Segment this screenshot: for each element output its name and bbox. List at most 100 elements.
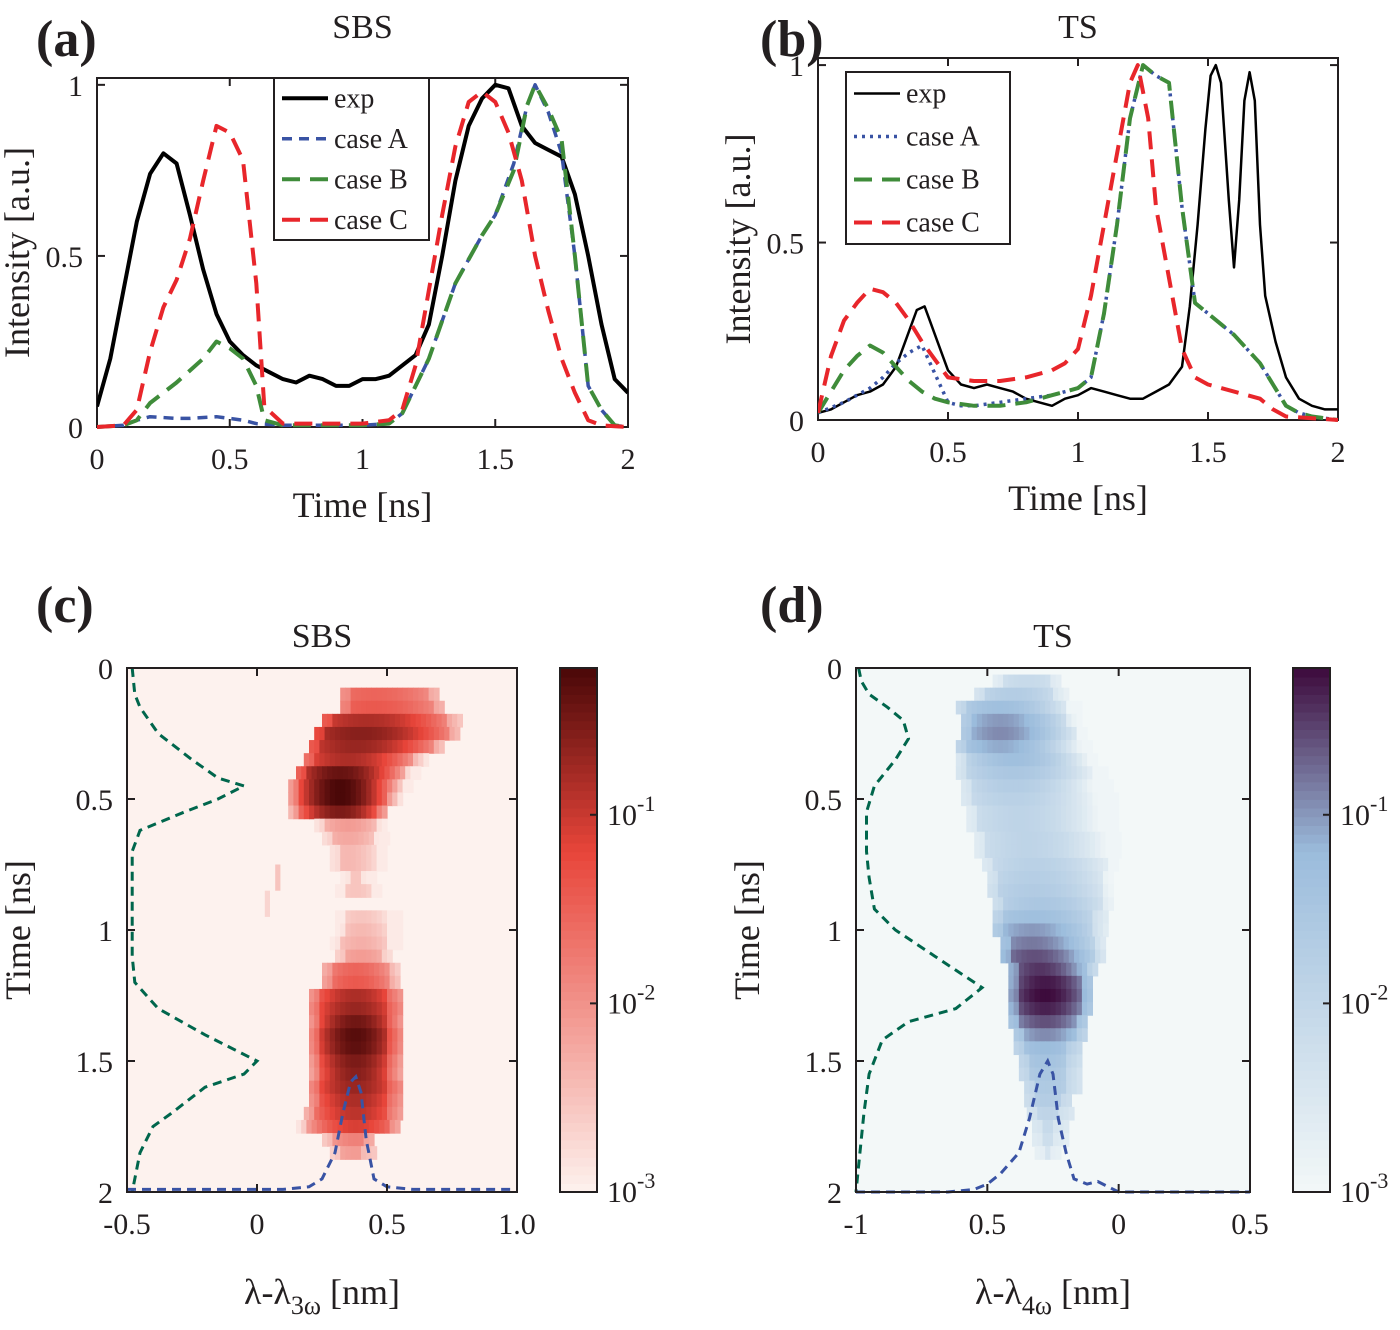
heatmap-cell [376,988,383,1003]
heatmap-cell [361,884,367,898]
heatmap-cell [345,1002,352,1016]
heatmap-cell [340,988,346,1003]
heatmap-cell [1060,700,1067,715]
heatmap-cell [324,779,331,794]
heatmap-cell [987,871,994,885]
heatmap-cell [337,1133,344,1147]
colorbar-swatch [1293,886,1330,896]
heatmap-cell [348,1133,354,1147]
heatmap-cell [976,805,983,820]
heatmap-cell [379,766,385,780]
heatmap-cell [371,792,378,807]
colorbar-tick-label: 10-3 [1340,1168,1388,1209]
series-line-case-b [97,82,628,429]
heatmap-cell [335,740,341,754]
heatmap-cell [1084,936,1091,951]
heatmap-cell [1063,844,1070,859]
y-tick-label: 0.5 [46,241,84,274]
heatmap-cell [1058,831,1065,846]
heatmap-cell [340,792,346,807]
heatmap-cell [392,1106,398,1121]
heatmap-cell [1039,923,1046,938]
heatmap-cell [1008,805,1015,820]
heatmap-cell [1031,831,1038,846]
heatmap-cell [1018,1002,1025,1016]
heatmap-cell [1066,1067,1072,1082]
heatmap-cell [1042,687,1049,702]
heatmap-cell [961,740,967,754]
heatmap-cell [387,988,393,1003]
colorbar-swatch [560,877,597,888]
heatmap-cell [345,988,352,1003]
heatmap-cell [1055,1093,1062,1108]
colorbar-swatch [1293,833,1330,844]
heatmap-cell [371,740,378,754]
heatmap-cell [387,1080,393,1095]
heatmap-cell [402,726,409,741]
heatmap-cell [322,975,328,990]
heatmap-cell [361,1080,367,1095]
heatmap-cell [392,1002,398,1016]
heatmap-cell [361,1015,367,1029]
heatmap-cell [324,1015,331,1029]
heatmap-cell [1018,988,1025,1003]
heatmap-cell [381,1041,388,1056]
heatmap-cell [374,713,380,728]
heatmap-cell [309,1067,315,1082]
heatmap-cell [1108,818,1115,833]
heatmap-cell [997,910,1004,925]
heatmap-cell [1039,1146,1046,1160]
heatmap-cell [997,857,1004,872]
heatmap-cell [1071,857,1078,872]
heatmap-cell [303,1106,310,1121]
heatmap-cell [1071,726,1078,741]
colorbar-swatch [560,860,597,870]
y-tick-label: 0 [789,405,804,438]
heatmap-cell [1045,740,1051,754]
heatmap-cell [329,792,336,807]
heatmap-cell [400,766,406,780]
heatmap-cell [1071,897,1078,911]
heatmap-cell [1092,857,1099,872]
heatmap-cell [389,962,396,977]
heatmap-cell [1013,779,1020,794]
heatmap-cell [423,753,430,767]
heatmap-cell [329,988,336,1003]
heatmap-cell [407,753,414,767]
heatmap-cell [397,1054,404,1069]
heatmap-cell [1081,726,1088,741]
heatmap-cell [1055,1028,1062,1042]
heatmap-cell [961,766,967,780]
heatmap-cell [329,1146,336,1160]
heatmap-cell [1031,1106,1038,1121]
heatmap-cell [1055,923,1062,938]
heatmap-cell [355,687,362,702]
heatmap-cell [1045,1002,1051,1016]
heatmap-cell [1108,884,1115,898]
heatmap-cell [361,805,367,820]
heatmap-cell [371,988,378,1003]
heatmap-cell [394,962,401,977]
heatmap-cell [1024,700,1030,715]
heatmap-cell [319,726,326,741]
colorbar-swatch [560,1026,597,1036]
colorbar-swatch [560,1061,597,1071]
heatmap-cell [976,753,983,767]
heatmap-cell [368,831,375,846]
heatmap-cell [371,1067,378,1082]
heatmap-cell [340,844,346,859]
heatmap-cell [1097,779,1104,794]
heatmap-cell [1045,818,1051,833]
heatmap-cell [363,1119,370,1134]
heatmap-cell [397,988,404,1003]
heatmap-cell [350,988,357,1003]
heatmap-cell [1039,962,1046,977]
colorbar-swatch [1293,1174,1330,1185]
heatmap-cell [1008,975,1015,990]
heatmap-cell [1008,766,1015,780]
heatmap-cell [379,713,385,728]
heatmap-cell [376,818,383,833]
heatmap-cell [1003,897,1009,911]
heatmap-cell [1092,923,1099,938]
heatmap-cell [394,713,401,728]
